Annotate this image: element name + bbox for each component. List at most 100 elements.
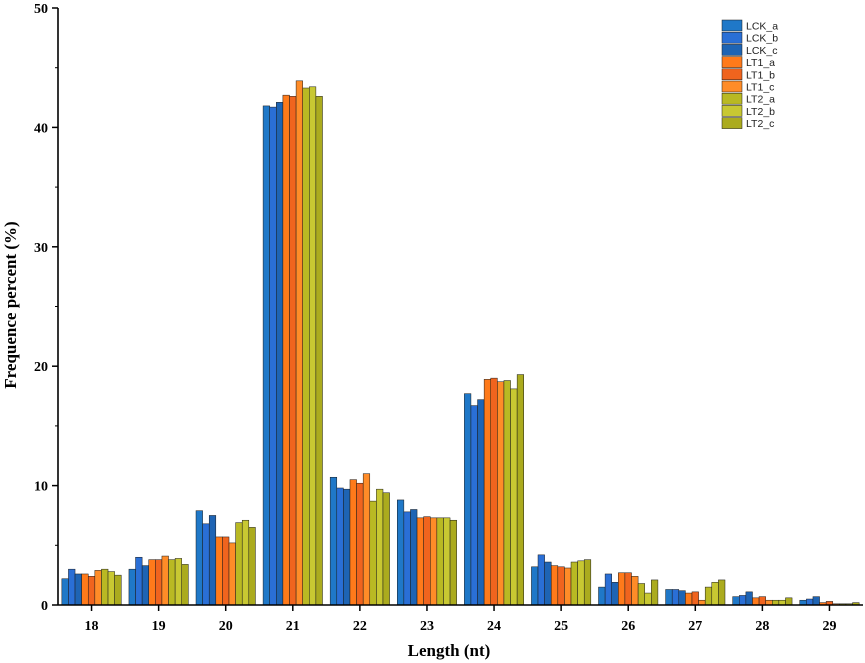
bar-LCK_c-28: [745, 591, 753, 606]
bar-LT1_c-21: [295, 80, 303, 606]
bar-LT2_a-24: [503, 380, 511, 606]
bar-LT2_b-21: [309, 86, 317, 606]
bar-LT2_c-22: [382, 492, 390, 606]
legend-label-LCK_a: LCK_a: [746, 21, 778, 33]
plot-area: [61, 80, 860, 606]
legend-label-LT2_a: LT2_a: [746, 94, 775, 106]
legend-swatch-LCK_a: [721, 19, 743, 32]
bar-LCK_c-18: [74, 573, 82, 606]
y-tick-label: 10: [34, 480, 48, 495]
bar-LCK_c-21: [276, 102, 284, 606]
bar-LT2_c-20: [248, 527, 256, 606]
bar-LT2_b-24: [510, 388, 518, 606]
y-tick-label: 40: [34, 121, 48, 136]
y-axis-title: Frequence percent (%): [1, 221, 20, 388]
bar-LT2_a-27: [704, 586, 713, 606]
bar-LT2_a-21: [302, 87, 310, 606]
bar-LT1_c-24: [497, 381, 505, 606]
x-tick-label: 18: [85, 619, 99, 634]
legend-swatch-LCK_c: [721, 44, 743, 56]
bar-LT2_b-26: [644, 592, 652, 606]
bar-LT1_c-19: [161, 555, 169, 606]
y-tick-label: 30: [34, 241, 48, 256]
bar-LT2_a-26: [637, 583, 645, 606]
bar-LCK_c-25: [544, 561, 552, 606]
bar-LT2_c-28: [785, 597, 793, 606]
bar-LCK_b-18: [68, 568, 76, 606]
bar-LCK_c-20: [208, 515, 217, 606]
bar-LT1_c-22: [362, 473, 371, 606]
x-tick-label: 24: [487, 619, 501, 634]
bar-LT1_c-26: [631, 576, 639, 606]
bar-LCK_b-23: [403, 511, 411, 606]
bar-LT1_a-26: [618, 572, 626, 606]
bar-LCK_b-25: [537, 554, 545, 606]
x-tick-label: 28: [755, 619, 769, 634]
bar-LCK_b-21: [269, 106, 277, 606]
bar-LT1_b-19: [155, 559, 163, 606]
bar-LCK_b-27: [671, 589, 680, 606]
bar-LCK_a-25: [531, 566, 539, 606]
legend-swatch-LT2_c: [721, 117, 743, 129]
bar-LCK_a-19: [128, 568, 136, 606]
legend-swatch-LCK_b: [721, 31, 743, 44]
bar-LT2_b-23: [443, 517, 451, 606]
legend-swatch-LT2_b: [721, 105, 743, 117]
bar-LT2_c-18: [114, 574, 122, 606]
bar-LCK_b-29: [806, 598, 814, 606]
legend-swatch-LT1_b: [721, 68, 743, 81]
legend-label-LT1_c: LT1_c: [746, 82, 774, 94]
x-tick-label: 22: [353, 619, 367, 634]
bar-LT1_b-23: [423, 516, 431, 606]
legend-label-LT1_b: LT1_b: [746, 69, 775, 81]
bar-LCK_c-24: [477, 399, 485, 606]
bar-LCK_a-18: [61, 578, 69, 606]
x-tick-label: 29: [822, 619, 836, 634]
bar-LT2_c-21: [315, 96, 323, 606]
bar-LT1_a-27: [685, 592, 693, 606]
x-tick-label: 26: [621, 619, 635, 634]
bar-LT2_c-23: [449, 519, 457, 606]
bar-LT2_c-25: [583, 559, 592, 606]
bar-LT1_b-18: [87, 576, 96, 606]
x-tick-label: 27: [688, 619, 702, 634]
legend-swatch-LT1_c: [721, 80, 743, 93]
bar-LT2_a-23: [436, 517, 444, 606]
legend-label-LT1_a: LT1_a: [746, 57, 775, 69]
bar-LT2_a-22: [369, 500, 377, 606]
legend-label-LT2_c: LT2_c: [746, 118, 774, 130]
bar-LCK_c-22: [343, 488, 351, 606]
bar-LCK_b-19: [135, 556, 143, 606]
legend-label-LCK_b: LCK_b: [746, 33, 778, 45]
bar-LCK_c-26: [611, 582, 619, 606]
bar-LCK_b-28: [739, 595, 747, 606]
bar-LCK_a-20: [195, 510, 203, 606]
bar-LT2_a-20: [235, 522, 243, 606]
bar-LT2_c-19: [181, 564, 189, 606]
bar-LCK_c-29: [812, 596, 820, 606]
bar-LCK_b-20: [202, 523, 210, 606]
bar-LT2_c-27: [718, 579, 726, 606]
x-axis-title: Length (nt): [408, 641, 491, 660]
bar-LT1_a-20: [215, 536, 223, 606]
bar-LCK_a-26: [598, 586, 606, 606]
bar-LT1_a-24: [483, 379, 491, 606]
bar-LT1_b-25: [557, 566, 565, 606]
legend-label-LCK_c: LCK_c: [746, 45, 778, 57]
x-tick-label: 23: [420, 619, 434, 634]
y-axis: 0 10 20 30 40 50: [34, 2, 59, 614]
bar-LCK_b-24: [470, 405, 478, 606]
bar-LT2_b-25: [577, 560, 585, 606]
bar-LCK_a-27: [665, 589, 673, 606]
bar-LT1_b-27: [691, 591, 699, 606]
x-tick-label: 19: [152, 619, 166, 634]
bar-LT2_a-19: [168, 559, 176, 606]
bar-LT1_b-28: [758, 596, 766, 606]
bar-LCK_a-21: [262, 105, 270, 606]
bar-LT1_a-22: [349, 479, 357, 606]
bar-LT1_b-24: [490, 377, 498, 606]
bar-LT2_b-27: [711, 582, 719, 606]
legend-swatch-LT1_a: [721, 56, 743, 68]
bar-LCK_a-28: [732, 596, 740, 606]
